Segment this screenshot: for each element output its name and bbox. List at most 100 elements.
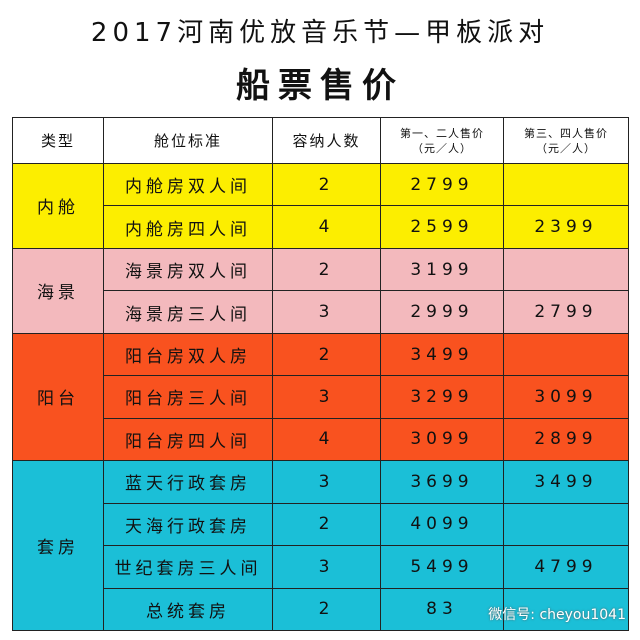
cell-text: 4 [318, 429, 335, 450]
capacity-cell: 3 [272, 290, 381, 334]
cell-text: 2799 [410, 174, 474, 195]
price-cell: 5499 [380, 545, 504, 589]
price-cell: 2799 [503, 290, 629, 334]
price-cell [503, 587, 629, 631]
price-cell: 2999 [380, 290, 504, 334]
cell-text: 3299 [410, 386, 474, 407]
price-cell: 3499 [380, 332, 504, 377]
price-cell [503, 247, 629, 292]
cell-text: 2 [318, 514, 335, 535]
cell-text: 阳台房双人房 [125, 347, 251, 368]
watermark: 微信号: cheyou1041 [488, 607, 626, 623]
type-cell: 阳台 [12, 332, 104, 462]
capacity-cell: 3 [272, 545, 381, 589]
cell-text: 阳台 [37, 389, 79, 410]
price-cell: 3699 [380, 460, 504, 504]
capacity-cell: 4 [272, 205, 381, 249]
cabin-cell: 内舱房双人间 [103, 163, 273, 207]
cell-text: 海景房双人间 [125, 262, 251, 283]
cabin-cell: 阳台房四人间 [103, 417, 273, 462]
cell-text: 5499 [410, 556, 474, 577]
capacity-cell: 4 [272, 417, 381, 462]
cell-text: 2599 [410, 217, 474, 238]
cell-text: 阳台房四人间 [125, 431, 251, 452]
price-cell: 3199 [380, 247, 504, 292]
price-cell: 3499 [503, 460, 629, 504]
cell-text: 第一、二人售价 [400, 126, 484, 140]
cell-text: 2 [318, 599, 335, 620]
type-cell: 内舱 [12, 163, 104, 249]
cell-text: 2 [318, 259, 335, 280]
price-cell: 4799 [503, 545, 629, 589]
price-cell: 4099 [380, 502, 504, 547]
cell-text: 2999 [410, 302, 474, 323]
capacity-cell: 2 [272, 502, 381, 547]
cell-text: （元／人） [412, 141, 472, 155]
type-cell: 套房 [12, 460, 104, 631]
cell-text: 4099 [410, 514, 474, 535]
cell-text: 3499 [410, 344, 474, 365]
cell-text: 3 [318, 302, 335, 323]
cell-text: 3 [318, 556, 335, 577]
cell-text: 海景房三人间 [125, 304, 251, 325]
cell-text: 2 [318, 344, 335, 365]
cell-text: 海景 [37, 283, 79, 304]
cell-text: 3699 [410, 471, 474, 492]
cabin-cell: 海景房三人间 [103, 290, 273, 334]
capacity-cell: 3 [272, 460, 381, 504]
cell-text: 3199 [410, 259, 474, 280]
capacity-cell: 3 [272, 375, 381, 419]
price-cell: 83 [380, 587, 504, 631]
capacity-cell: 2 [272, 163, 381, 207]
cabin-cell: 海景房双人间 [103, 247, 273, 292]
price-cell: 2399 [503, 205, 629, 249]
header-cell: 舱位标准 [103, 117, 273, 164]
price-cell: 2599 [380, 205, 504, 249]
capacity-cell: 2 [272, 247, 381, 292]
price-cell: 3099 [503, 375, 629, 419]
price-cell: 2899 [503, 417, 629, 462]
capacity-cell: 2 [272, 332, 381, 377]
cell-text: 3099 [534, 386, 598, 407]
price-cell: 2799 [380, 163, 504, 207]
price-cell [503, 502, 629, 547]
cell-text: 3499 [534, 471, 598, 492]
cell-text: 2399 [534, 217, 598, 238]
cell-text: 4 [318, 217, 335, 238]
price-cell [503, 332, 629, 377]
cell-text: 3 [318, 386, 335, 407]
cabin-cell: 阳台房三人间 [103, 375, 273, 419]
cell-text: 3099 [410, 429, 474, 450]
cabin-cell: 总统套房 [103, 587, 273, 631]
header-cell: 第三、四人售价 （元／人） [503, 117, 629, 164]
cell-text: （元／人） [536, 141, 596, 155]
header-cell: 类型 [12, 117, 104, 164]
cell-text: 4799 [534, 556, 598, 577]
title: 2017河南优放音乐节—甲板派对 [90, 18, 550, 48]
cabin-cell: 蓝天行政套房 [103, 460, 273, 504]
header-cell: 第一、二人售价 （元／人） [380, 117, 504, 164]
cell-text: 容纳人数 [292, 132, 361, 150]
capacity-cell: 2 [272, 587, 381, 631]
price-cell [503, 163, 629, 207]
price-cell: 3299 [380, 375, 504, 419]
cabin-cell: 内舱房四人间 [103, 205, 273, 249]
cell-text: 舱位标准 [153, 132, 222, 150]
cell-text: 第三、四人售价 [524, 126, 608, 140]
cell-text: 83 [426, 599, 458, 620]
cell-text: 总统套房 [146, 601, 230, 622]
cell-text: 2799 [534, 302, 598, 323]
cell-text: 阳台房三人间 [125, 389, 251, 410]
subtitle: 船票售价 [236, 66, 404, 106]
cell-text: 世纪套房三人间 [114, 559, 262, 580]
cell-text: 蓝天行政套房 [125, 474, 251, 495]
cell-text: 内舱 [37, 198, 79, 219]
cell-text: 套房 [37, 538, 79, 559]
cabin-cell: 阳台房双人房 [103, 332, 273, 377]
cell-text: 天海行政套房 [125, 516, 251, 537]
cabin-cell: 天海行政套房 [103, 502, 273, 547]
price-table: 类型 舱位标准 容纳人数 第一、二人售价 （元／人） 第三、四人售价 （元／人） 内舱 内舱房双… [12, 117, 629, 631]
cell-text: 内舱房双人间 [125, 177, 251, 198]
cell-text: 2899 [534, 429, 598, 450]
